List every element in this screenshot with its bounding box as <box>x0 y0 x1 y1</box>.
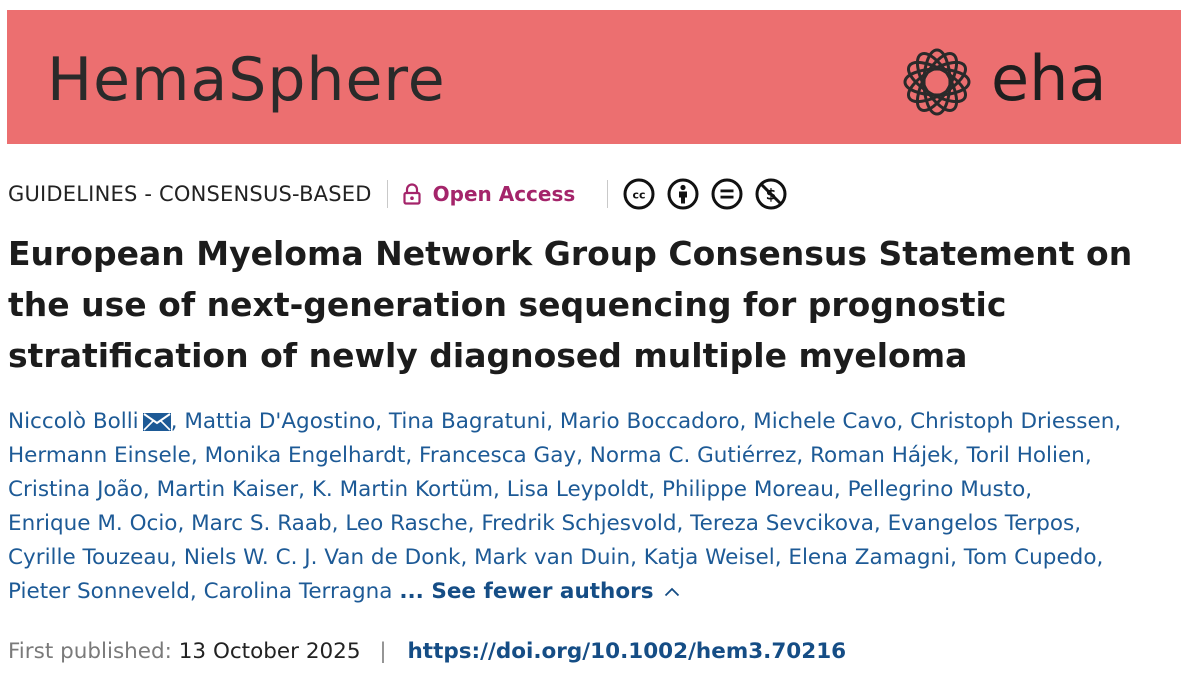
author-link[interactable]: Christoph Driessen <box>910 409 1114 434</box>
author-link[interactable]: Pellegrino Musto <box>848 477 1026 502</box>
envelope-icon[interactable] <box>142 413 171 431</box>
author-name[interactable]: Cristina João <box>8 477 143 502</box>
author-link[interactable]: Toril Holien <box>966 443 1084 468</box>
author-name[interactable]: Norma C. Gutiérrez <box>589 443 797 468</box>
author-name[interactable]: Pellegrino Musto <box>847 477 1026 502</box>
author-name[interactable]: Mattia D'Agostino <box>184 409 376 434</box>
svg-text:cc: cc <box>633 189 646 202</box>
open-access-label: Open Access <box>432 182 576 206</box>
author-name[interactable]: Mario Boccadoro <box>559 409 740 434</box>
author-link[interactable]: Lisa Leypoldt <box>507 477 649 502</box>
author-name[interactable]: K. Martin Kortüm <box>311 477 494 502</box>
published-label: First published: <box>8 639 172 664</box>
lock-open-icon <box>403 183 421 205</box>
author-name[interactable]: Martin Kaiser <box>156 477 299 502</box>
author-link[interactable]: Elena Zamagni <box>788 545 950 570</box>
eha-logo-icon <box>903 48 971 116</box>
article-title: European Myeloma Network Group Consensus… <box>8 234 1133 375</box>
author-link[interactable]: Cyrille Touzeau <box>8 545 170 570</box>
author-link[interactable]: Norma C. Gutiérrez <box>590 443 797 468</box>
author-name[interactable]: Fredrik Schjesvold <box>481 511 677 536</box>
author-link[interactable]: Tereza Sevcikova <box>690 511 874 536</box>
author-link[interactable]: K. Martin Kortüm <box>312 477 493 502</box>
author-name[interactable]: Roman Hájek <box>810 443 953 468</box>
author-link[interactable]: Hermann Einsele <box>8 443 191 468</box>
author-name[interactable]: Philippe Moreau <box>661 477 834 502</box>
author-link[interactable]: Fredrik Schjesvold <box>481 511 676 536</box>
author-name[interactable]: Michele Cavo <box>753 409 897 434</box>
author-link[interactable]: Monika Engelhardt <box>205 443 406 468</box>
publication-info: First published: 13 October 2025 | https… <box>8 635 846 669</box>
nc-icon[interactable]: $ <box>755 178 787 210</box>
journal-name: HemaSphere <box>47 45 446 115</box>
author-link[interactable]: Cristina João <box>8 477 143 502</box>
author-name[interactable]: Elena Zamagni <box>788 545 951 570</box>
author-link[interactable]: Enrique M. Ocio <box>8 511 177 536</box>
open-access-badge: Open Access <box>403 182 576 206</box>
author-link[interactable]: Michele Cavo <box>753 409 896 434</box>
author-link[interactable]: Leo Rasche <box>345 511 467 536</box>
author-link[interactable]: Tom Cupedo <box>964 545 1097 570</box>
author-link[interactable]: Katja Weisel <box>644 545 775 570</box>
separator: | <box>379 639 387 664</box>
author-name[interactable]: Francesca Gay <box>419 443 577 468</box>
author-link[interactable]: Evangelos Terpos <box>888 511 1075 536</box>
author-name[interactable]: Carolina Terragna <box>203 579 393 604</box>
author-name[interactable]: Niccolò Bolli <box>8 409 139 434</box>
author-link[interactable]: Niels W. C. J. Van de Donk <box>184 545 461 570</box>
author-name[interactable]: Toril Holien <box>966 443 1085 468</box>
author-list: Niccolò Bolli, Mattia D'Agostino, Tina B… <box>8 409 1122 604</box>
author-name[interactable]: Enrique M. Ocio <box>8 511 178 536</box>
publisher-name: eha <box>991 42 1107 115</box>
author-link[interactable]: Mario Boccadoro <box>560 409 740 434</box>
doi-link[interactable]: https://doi.org/10.1002/hem3.70216 <box>407 639 847 664</box>
by-icon[interactable] <box>667 178 699 210</box>
author-name[interactable]: Hermann Einsele <box>8 443 191 468</box>
author-name[interactable]: Pieter Sonneveld <box>8 579 190 604</box>
author-link[interactable]: Marc S. Raab <box>191 511 332 536</box>
cc-icon[interactable]: cc <box>623 178 655 210</box>
author-link[interactable]: Mark van Duin <box>474 545 630 570</box>
nd-icon[interactable] <box>711 178 743 210</box>
chevron-up-icon <box>664 587 679 597</box>
author-name[interactable]: Cyrille Touzeau <box>8 545 171 570</box>
author-link[interactable]: Philippe Moreau <box>662 477 834 502</box>
author-link[interactable]: Mattia D'Agostino <box>184 409 375 434</box>
author-name[interactable]: Tom Cupedo <box>963 545 1097 570</box>
author-name[interactable]: Evangelos Terpos <box>887 511 1075 536</box>
see-fewer-authors-button[interactable]: ... See fewer authors <box>399 579 679 604</box>
author-name[interactable]: Lisa Leypoldt <box>506 477 649 502</box>
author-link[interactable]: Francesca Gay <box>419 443 576 468</box>
author-link[interactable]: Roman Hájek <box>810 443 953 468</box>
divider <box>607 180 609 208</box>
published-date: 13 October 2025 <box>178 639 361 664</box>
author-name[interactable]: Monika Engelhardt <box>204 443 406 468</box>
author-name[interactable]: Niels W. C. J. Van de Donk <box>183 545 461 570</box>
author-name[interactable]: Katja Weisel <box>643 545 775 570</box>
author-name[interactable]: Mark van Duin <box>474 545 631 570</box>
author-link[interactable]: Niccolò Bolli <box>8 409 171 434</box>
article-type: GUIDELINES - CONSENSUS-BASED <box>8 182 372 206</box>
author-name[interactable]: Leo Rasche <box>345 511 468 536</box>
author-link[interactable]: Pieter Sonneveld <box>8 579 190 604</box>
divider <box>386 180 388 208</box>
author-name[interactable]: Tereza Sevcikova <box>690 511 874 536</box>
article-meta-row: GUIDELINES - CONSENSUS-BASED Open Access… <box>8 176 787 212</box>
author-link[interactable]: Tina Bagratuni <box>389 409 546 434</box>
license-icons[interactable]: cc $ <box>623 178 787 210</box>
author-name[interactable]: Marc S. Raab <box>191 511 332 536</box>
journal-banner[interactable]: HemaSphere eha <box>7 10 1181 144</box>
author-link[interactable]: Carolina Terragna <box>204 579 393 604</box>
author-name[interactable]: Tina Bagratuni <box>388 409 547 434</box>
author-name[interactable]: Christoph Driessen <box>910 409 1115 434</box>
see-fewer-authors-label: ... See fewer authors <box>399 579 654 604</box>
author-link[interactable]: Martin Kaiser <box>157 477 299 502</box>
